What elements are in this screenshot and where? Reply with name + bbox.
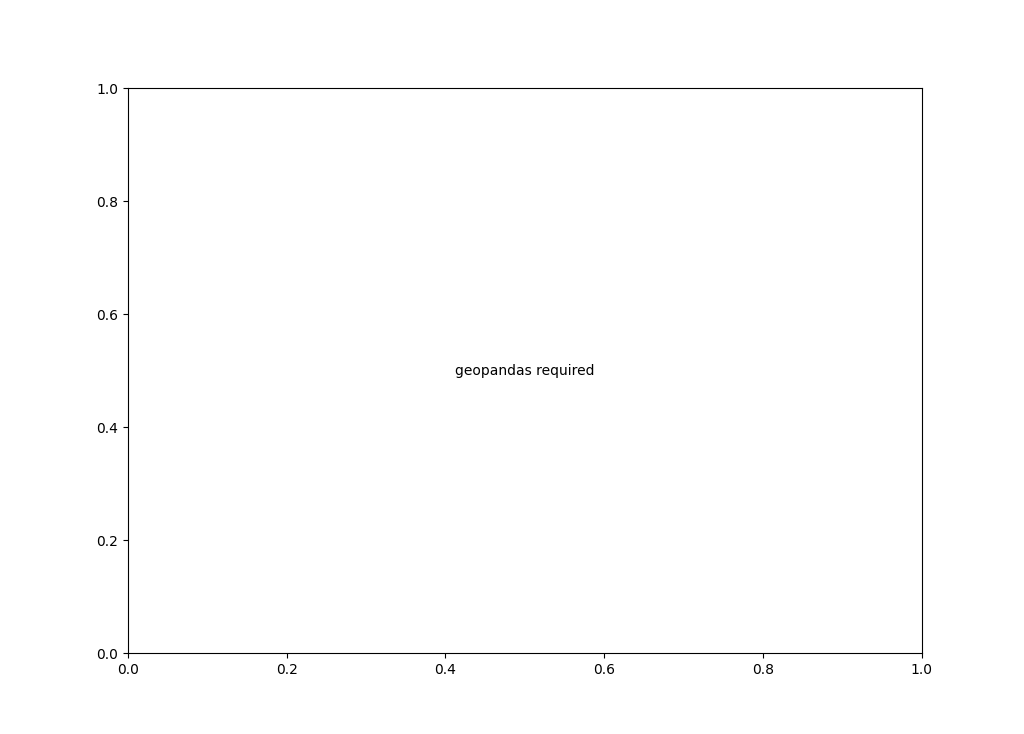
Text: geopandas required: geopandas required	[455, 363, 595, 378]
